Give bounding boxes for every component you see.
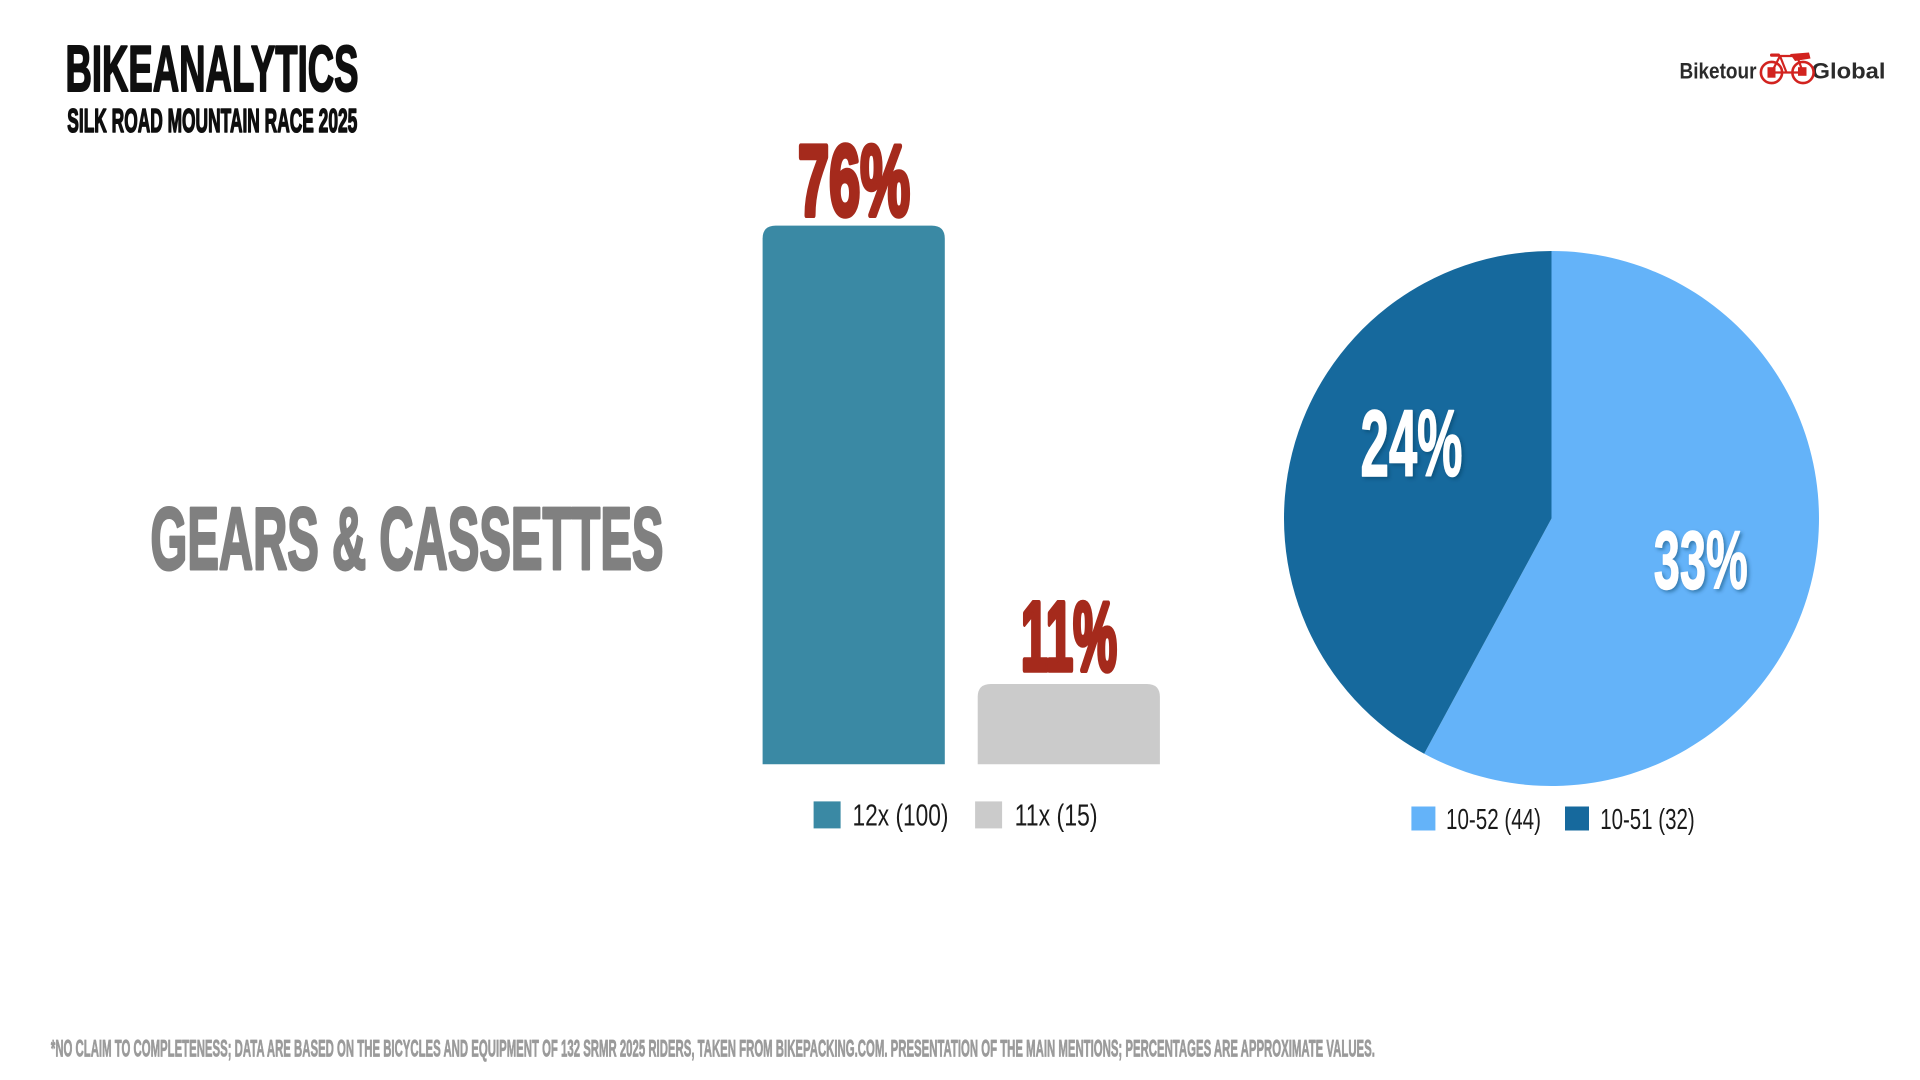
svg-text:10-52 (44): 10-52 (44) (1446, 804, 1541, 836)
svg-text:12x (100): 12x (100) (853, 798, 949, 832)
svg-text:11x (15): 11x (15) (1015, 798, 1098, 832)
svg-text:Biketour: Biketour (1680, 58, 1757, 83)
svg-text:Global: Global (1812, 58, 1886, 83)
svg-text:76%: 76% (798, 125, 910, 237)
svg-text:11%: 11% (1021, 582, 1117, 691)
svg-text:10-51 (32): 10-51 (32) (1600, 804, 1695, 836)
svg-text:SILK ROAD MOUNTAIN RACE 2025: SILK ROAD MOUNTAIN RACE 2025 (67, 103, 357, 140)
svg-text:33%: 33% (1654, 514, 1748, 606)
svg-text:24%: 24% (1361, 392, 1463, 497)
svg-text:*NO CLAIM TO COMPLETENESS; DAT: *NO CLAIM TO COMPLETENESS; DATA ARE BASE… (51, 1035, 1375, 1062)
svg-text:BIKEANALYTICS: BIKEANALYTICS (66, 33, 359, 105)
svg-text:GEARS & CASSETTES: GEARS & CASSETTES (151, 489, 664, 588)
